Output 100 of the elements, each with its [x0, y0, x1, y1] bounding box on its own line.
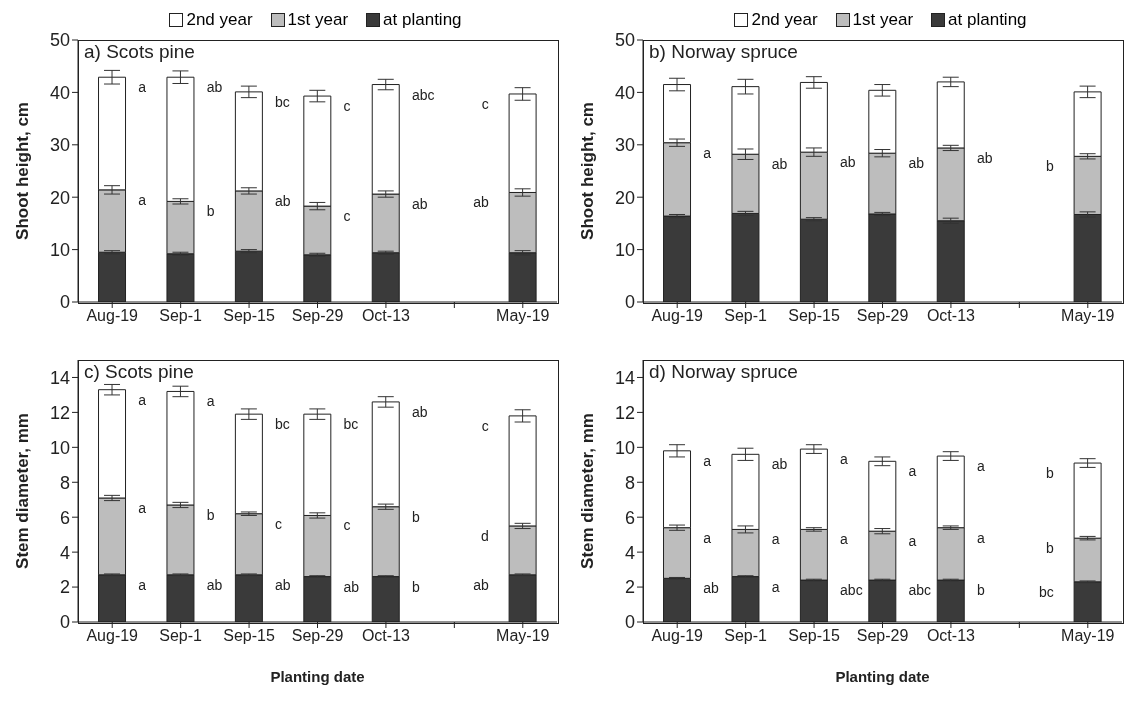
x-tick-label: Sep-15 [223, 307, 275, 325]
annotation: a [771, 578, 780, 595]
x-tick-label: Oct-13 [361, 307, 411, 325]
annotation: a [976, 529, 985, 546]
annotation: a [840, 451, 849, 468]
annotation: c [343, 517, 351, 534]
y-tick-label: 0 [624, 292, 635, 313]
annotation: ab [771, 156, 788, 173]
x-tick-label: Sep-1 [159, 627, 203, 645]
annotation: abc [411, 86, 435, 103]
annotation: ab [840, 154, 856, 171]
annotation: d [480, 527, 489, 544]
x-tick-label: Sep-29 [291, 627, 344, 645]
annotation: bc [1038, 583, 1054, 600]
annotation: b [1045, 465, 1054, 482]
y-tick-label: 10 [614, 437, 635, 458]
annotation: c [275, 515, 283, 532]
y-tick-label: 12 [49, 402, 70, 423]
y-tick-label: 6 [624, 507, 635, 528]
annotation: ab [473, 576, 489, 593]
chart-title: b) Norway spruce [649, 41, 798, 63]
annotation: a [908, 463, 917, 480]
annotation: a [138, 391, 147, 408]
y-tick-label: 10 [49, 239, 70, 260]
annotation: b [411, 578, 420, 595]
y-tick-label: 50 [49, 30, 70, 51]
annotation: a [138, 79, 147, 96]
legend-label: 2nd year [186, 10, 253, 30]
y-tick-label: 0 [59, 612, 70, 633]
annotation: ab [275, 192, 291, 209]
annotation: bc [275, 416, 290, 433]
x-tick-label: Oct-13 [926, 307, 976, 325]
x-tick-label: May-19 [496, 627, 550, 645]
annotation: c [343, 208, 351, 225]
annotation: a [976, 458, 985, 475]
legend-label: at planting [383, 10, 462, 30]
annotation: ab [411, 403, 428, 420]
annotation: a [206, 393, 215, 410]
legend-label: 2nd year [751, 10, 818, 30]
annotation: b [976, 582, 985, 599]
y-tick-label: 0 [59, 292, 70, 313]
annotation: ab [976, 149, 993, 166]
y-tick-label: 14 [49, 367, 70, 388]
y-axis-title: Shoot height, cm [13, 102, 33, 240]
y-tick-label: 4 [59, 542, 70, 563]
y-axis-title: Stem diameter, mm [578, 413, 598, 569]
legend-label: 1st year [852, 10, 914, 30]
annotation: c [481, 95, 489, 112]
chart-title: d) Norway spruce [649, 361, 798, 383]
y-axis-title: Stem diameter, mm [13, 413, 33, 569]
x-tick-label: Sep-15 [223, 627, 275, 645]
y-tick-label: 12 [614, 402, 635, 423]
y-tick-label: 10 [614, 239, 635, 260]
annotation: b [206, 203, 215, 220]
y-tick-label: 20 [614, 187, 635, 208]
annotation: abc [840, 582, 863, 599]
y-tick-label: 30 [614, 135, 635, 156]
annotation: ab [275, 576, 291, 593]
y-tick-label: 50 [614, 30, 635, 51]
x-tick-label: Sep-1 [724, 627, 768, 645]
annotation: ab [206, 79, 223, 96]
y-tick-label: 14 [614, 367, 635, 388]
annotation: a [138, 191, 147, 208]
y-tick-label: 0 [624, 612, 635, 633]
x-tick-label: Oct-13 [361, 627, 411, 645]
y-tick-label: 8 [59, 472, 70, 493]
annotation: a [908, 533, 917, 550]
annotation: ab [206, 576, 223, 593]
y-axis-title: Shoot height, cm [578, 102, 598, 240]
x-tick-label: May-19 [1061, 627, 1115, 645]
annotation: a [703, 529, 712, 546]
y-tick-label: 4 [624, 542, 635, 563]
annotation: a [703, 452, 712, 469]
y-tick-label: 30 [49, 135, 70, 156]
chart-title: c) Scots pine [84, 361, 194, 383]
annotation: c [343, 98, 351, 115]
annotation: b [1045, 540, 1054, 557]
annotation: c [481, 417, 489, 434]
x-tick-label: Aug-19 [86, 307, 139, 325]
annotation: bc [275, 93, 290, 110]
x-tick-label: Sep-29 [856, 307, 909, 325]
annotation: a [840, 531, 849, 548]
annotation: abc [908, 582, 932, 599]
annotation: a [703, 144, 712, 161]
legend-label: 1st year [287, 10, 349, 30]
x-axis-title: Planting date [835, 668, 930, 685]
y-tick-label: 2 [59, 577, 70, 598]
x-tick-label: Sep-1 [159, 307, 203, 325]
annotation: bc [343, 416, 359, 433]
y-tick-label: 2 [624, 577, 635, 598]
x-tick-label: May-19 [496, 307, 550, 325]
annotation: a [138, 499, 147, 516]
x-tick-label: May-19 [1061, 307, 1115, 325]
y-tick-label: 10 [49, 437, 70, 458]
annotation: a [138, 576, 147, 593]
x-tick-label: Sep-29 [291, 307, 344, 325]
annotation: ab [703, 580, 719, 597]
x-tick-label: Aug-19 [86, 627, 139, 645]
annotation: a [771, 531, 780, 548]
x-tick-label: Oct-13 [926, 627, 976, 645]
